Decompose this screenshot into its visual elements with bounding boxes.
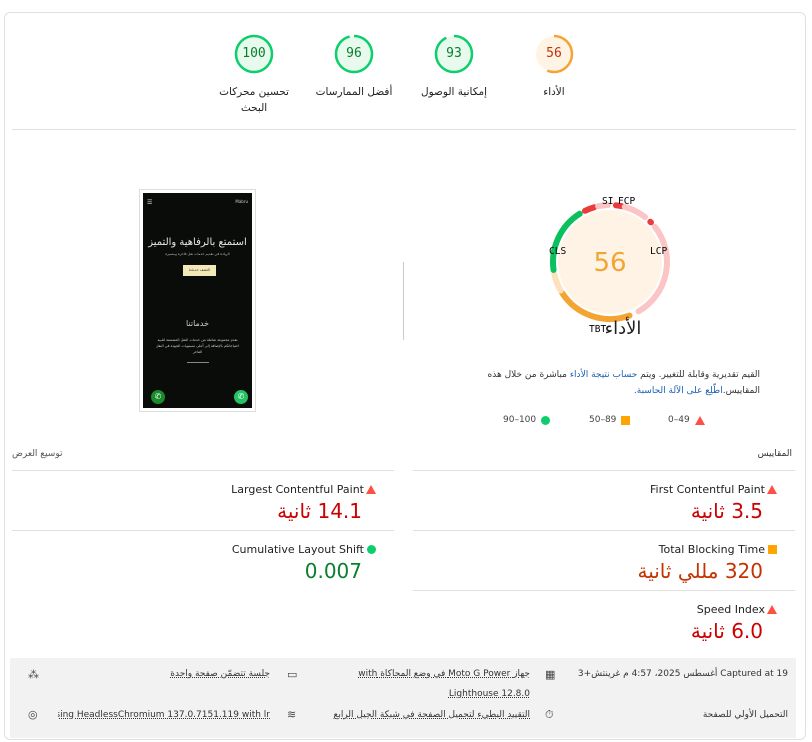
headline: استمتع بالرفاهية والتميز	[148, 237, 247, 248]
initial-page-load: التحميل الأولي للصفحة	[702, 710, 788, 720]
arc-lcp	[647, 218, 655, 226]
captured-at: Captured at 19 أغسطس 2025، 4:57 م غرينتش…	[577, 669, 788, 679]
calendar-icon: ▦	[545, 668, 556, 681]
label-tbt: TBT	[589, 324, 606, 335]
stopwatch-icon: ⏱	[545, 708, 554, 721]
circle-icon	[541, 415, 551, 425]
legend-pass: 90–100	[503, 415, 551, 425]
score-ring	[234, 34, 274, 74]
device-emulation[interactable]: جهاز Moto G Power في وضع المحاكاة with	[358, 669, 530, 679]
metric-value: 6.0 ثانية	[690, 619, 763, 643]
metric-name: First Contentful Paint	[649, 483, 765, 496]
section-body: نقدم مجموعة شاملة من خدمات النقل المصممة…	[155, 338, 240, 354]
gauge-fill	[558, 210, 662, 314]
metric-tbt: Total Blocking Time 320 مللي ثانية	[413, 530, 795, 590]
wifi-icon: ≋	[287, 708, 297, 721]
category-performance[interactable]: 56 الأداء	[509, 34, 599, 100]
whatsapp-icon: ✆	[234, 390, 248, 404]
score-ring	[534, 34, 574, 74]
label-si: SI	[602, 196, 613, 207]
calculator-link[interactable]: اطّلِع على الآلة الحاسبة.	[633, 386, 723, 396]
menu-icon: ☰	[147, 199, 153, 206]
report-frame	[4, 12, 806, 740]
triangle-icon	[767, 485, 777, 494]
label-cls: CLS	[549, 246, 566, 257]
metric-value: 14.1 ثانية	[277, 499, 362, 523]
single-page-session[interactable]: جلسة تتضمّن صفحة واحدة	[170, 669, 270, 679]
metrics-header: المقاييس	[757, 449, 792, 459]
category-seo[interactable]: 100 تحسين محركات البحث	[209, 34, 299, 116]
score-ring	[434, 34, 474, 74]
score-description: القيم تقديرية وقابلة للتغيير. ويتم حساب …	[460, 367, 760, 399]
legend-range: 0–49	[668, 415, 690, 425]
performance-gauge: 56 SI FCP LCP TBT CLS	[549, 196, 670, 335]
desc-text: مباشرة من خلال هذه المقاييس.	[487, 370, 760, 396]
score-ring	[334, 34, 374, 74]
label-lcp: LCP	[650, 246, 667, 257]
metric-cls: Cumulative Layout Shift 0.007	[12, 530, 394, 590]
metric-fcp: First Contentful Paint 3.5 ثانية	[413, 470, 795, 530]
phone-icon: ✆	[151, 390, 165, 404]
square-icon	[621, 415, 631, 425]
legend-average: 50–89	[589, 415, 631, 425]
legend-range: 50–89	[589, 415, 617, 425]
metric-value: 3.5 ثانية	[690, 499, 763, 523]
metric-name: Largest Contentful Paint	[231, 483, 364, 496]
label-fcp: FCP	[618, 196, 635, 207]
page-screenshot: Mabru ☰ استمتع بالرفاهية والتميز الريادة…	[139, 189, 256, 412]
metric-si: Speed Index 6.0 ثانية	[413, 590, 795, 650]
arc-cls	[550, 210, 583, 273]
category-label: إمكانية الوصول	[420, 86, 488, 98]
gauge-title: الأداء	[604, 318, 642, 339]
brand: Mabru	[235, 199, 248, 204]
section-title: خدماتنا	[186, 319, 209, 328]
desc-text: القيم تقديرية وقابلة للتغيير. ويتم	[637, 370, 760, 380]
category-label: تحسين محركات البحث	[219, 86, 289, 114]
divider	[12, 129, 796, 130]
divider	[403, 262, 404, 340]
chrome-icon: ◎	[28, 708, 38, 721]
metric-name: Total Blocking Time	[658, 543, 765, 556]
subline: الريادة في تقديم خدمات نقل فاخرة ومتميزة	[165, 252, 230, 256]
legend-range: 90–100	[503, 415, 537, 425]
arc-tbt	[559, 290, 633, 322]
browser-version[interactable]: Using HeadlessChromium 137.0.7151.119 wi…	[58, 710, 270, 720]
score-calculation-link[interactable]: حساب نتيجة الأداء	[569, 370, 638, 380]
category-label: أفضل الممارسات	[315, 86, 393, 98]
metric-value: 320 مللي ثانية	[637, 559, 763, 583]
separator	[187, 362, 209, 363]
cta-button: اكتشف خدماتنا	[183, 265, 216, 276]
device-icon: ▭	[287, 668, 298, 681]
category-label: الأداء	[543, 86, 565, 98]
circle-icon	[367, 545, 376, 554]
arc-lcp-track	[635, 223, 670, 315]
network-throttling[interactable]: التقييد البطيء لتحميل الصفحة في شبكة الج…	[333, 710, 530, 720]
triangle-icon	[767, 605, 777, 614]
metric-value: 0.007	[304, 559, 362, 583]
square-icon	[768, 545, 777, 554]
score: 96	[346, 46, 362, 61]
user-flow-icon: ⁂	[28, 668, 39, 681]
score: 56	[546, 46, 562, 61]
metric-name: Cumulative Layout Shift	[231, 543, 364, 556]
arc-tbt-track	[551, 270, 564, 294]
metric-lcp: Largest Contentful Paint 14.1 ثانية	[12, 470, 394, 530]
category-best-practices[interactable]: 96 أفضل الممارسات	[309, 34, 399, 100]
expand-view-toggle[interactable]: توسيع العرض	[12, 449, 63, 459]
runtime-settings: Captured at 19 أغسطس 2025، 4:57 م غرينتش…	[10, 658, 796, 738]
gauge-score: 56	[593, 248, 626, 278]
category-accessibility[interactable]: 93 إمكانية الوصول	[409, 34, 499, 100]
legend-fail: 0–49	[668, 415, 705, 425]
triangle-icon	[694, 415, 705, 425]
arc-si	[582, 204, 598, 214]
metric-name: Speed Index	[696, 603, 765, 616]
arc-fcp-track	[621, 203, 649, 221]
score: 93	[446, 46, 462, 61]
lighthouse-version[interactable]: Lighthouse 12.8.0	[448, 689, 530, 699]
arc-si-track	[595, 202, 612, 210]
triangle-icon	[366, 485, 376, 494]
score: 100	[242, 46, 266, 61]
